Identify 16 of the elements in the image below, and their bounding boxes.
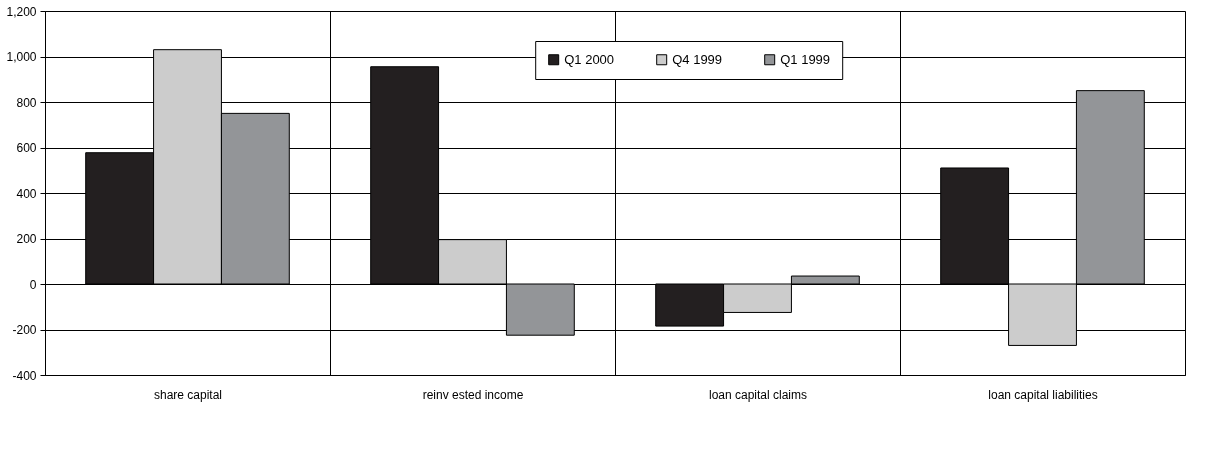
y-tick-label: 800 (16, 95, 37, 110)
y-tick-label: 0 (29, 277, 37, 292)
x-tick-label: loan capital liabilities (988, 387, 1098, 402)
x-tick-label: reinv ested income (422, 387, 524, 402)
legend-label: Q4 1999 (672, 51, 723, 67)
x-tick-label: share capital (153, 387, 223, 402)
x-tick-label: loan capital claims (708, 387, 808, 402)
y-tick-label: 1,200 (6, 4, 37, 19)
y-tick-label: -200 (12, 323, 37, 337)
legend-label: Q1 2000 (564, 51, 615, 67)
y-tick-label: 1,000 (6, 50, 37, 64)
legend-label: Q1 1999 (780, 51, 831, 67)
y-tick-label: 600 (16, 141, 37, 155)
y-tick-label: 400 (16, 186, 37, 201)
y-tick-label: -400 (12, 368, 37, 383)
y-tick-label: 200 (16, 232, 37, 246)
